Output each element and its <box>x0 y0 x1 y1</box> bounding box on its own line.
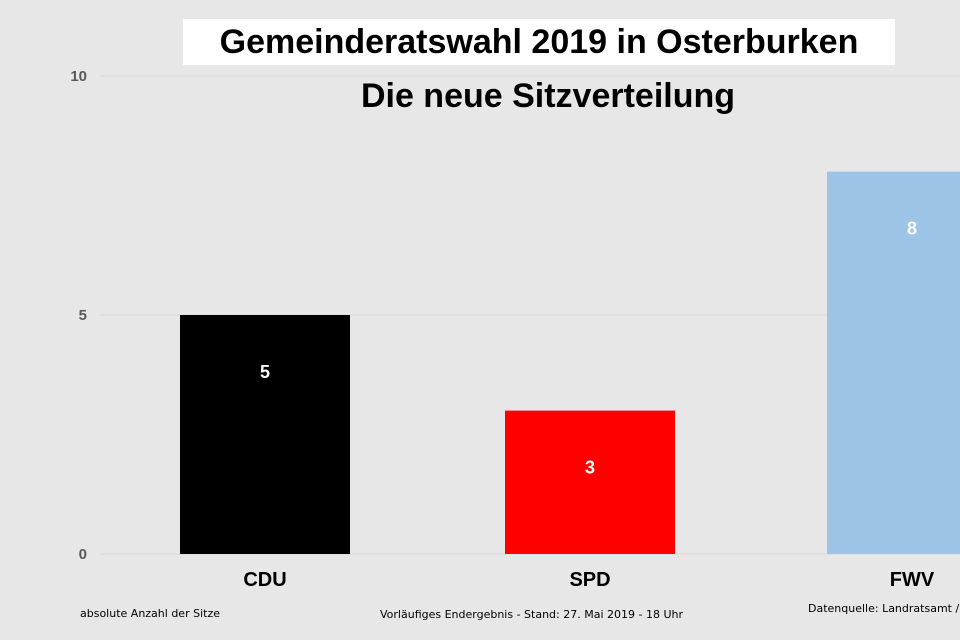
data-label: 5 <box>260 362 270 382</box>
footnote-source: Datenquelle: Landratsamt / <box>808 602 960 615</box>
data-label: 3 <box>585 458 595 478</box>
y-tick-label: 10 <box>70 68 87 85</box>
chart-title: Gemeinderatswahl 2019 in Osterburken <box>219 23 859 61</box>
bar-cdu <box>180 315 350 554</box>
y-tick-label: 5 <box>79 307 87 324</box>
x-category-label: CDU <box>243 569 286 591</box>
footnote-left: absolute Anzahl der Sitze <box>80 607 220 620</box>
x-category-label: SPD <box>569 569 610 591</box>
chart-subtitle: Die neue Sitzverteilung <box>360 77 736 115</box>
bar-fwv <box>827 171 960 554</box>
x-category-label: FWV <box>890 569 935 591</box>
y-tick-label: 0 <box>79 546 87 563</box>
title-background <box>183 19 895 65</box>
footnote-center: Vorläufiges Endergebnis - Stand: 27. Mai… <box>380 608 684 621</box>
data-label: 8 <box>907 219 917 239</box>
bar-spd <box>505 410 675 554</box>
